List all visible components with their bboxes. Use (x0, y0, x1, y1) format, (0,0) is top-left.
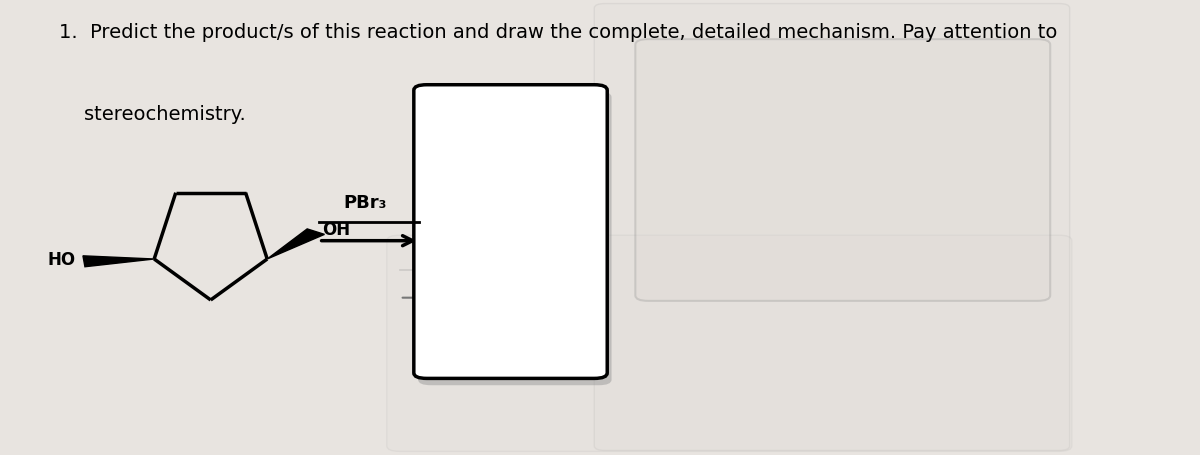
Text: stereochemistry.: stereochemistry. (60, 105, 246, 124)
Text: Cl: Cl (559, 335, 572, 348)
FancyBboxPatch shape (414, 86, 607, 379)
Text: Cl: Cl (581, 103, 594, 116)
Text: HO: HO (47, 250, 76, 268)
Text: PBr₃: PBr₃ (343, 194, 386, 212)
FancyBboxPatch shape (386, 236, 1072, 451)
FancyBboxPatch shape (418, 92, 612, 385)
Text: 1.  Predict the product/s of this reaction and draw the complete, detailed mecha: 1. Predict the product/s of this reactio… (60, 23, 1058, 42)
Polygon shape (83, 256, 154, 267)
Text: 1. NaOCH₃: 1. NaOCH₃ (437, 248, 503, 262)
Text: OH: OH (323, 221, 350, 239)
FancyBboxPatch shape (635, 40, 1050, 301)
FancyBboxPatch shape (594, 5, 1069, 450)
Text: 2.: 2. (432, 317, 444, 329)
Polygon shape (268, 229, 324, 259)
Text: 2.: 2. (454, 85, 466, 97)
